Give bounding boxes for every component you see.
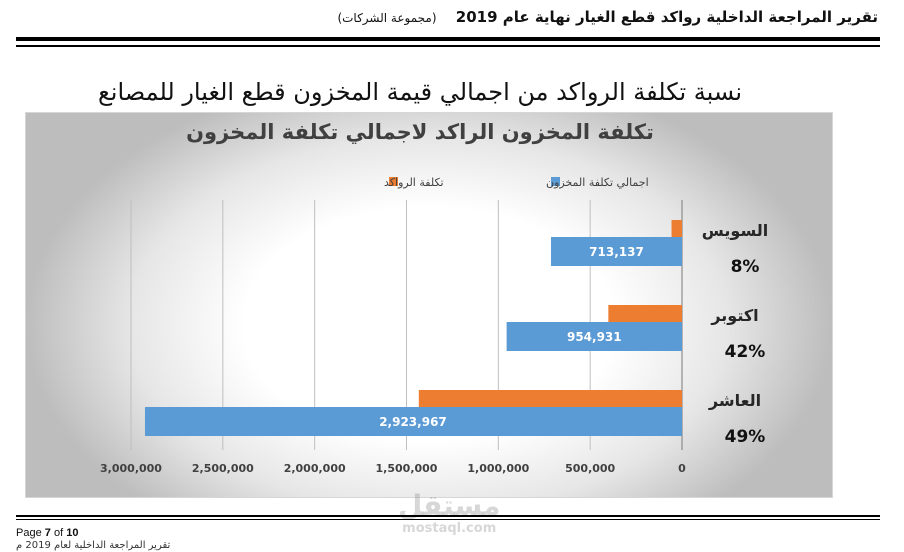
data-label-total: 713,137 — [589, 245, 644, 259]
x-tick-label: 1,500,000 — [376, 462, 438, 475]
bar-stagnant — [671, 220, 682, 249]
watermark: مستقل mostaql.com — [398, 492, 500, 536]
category-label: اكتوبر — [710, 306, 758, 325]
legend-label-stagnant: تكلفة الرواكد — [384, 176, 444, 189]
percent-label: 42% — [725, 342, 766, 362]
category-label: السويس — [702, 221, 768, 240]
page-of: of — [53, 527, 64, 539]
page-total: 10 — [66, 527, 79, 539]
report-subtitle: (مجموعة الشركات) — [337, 11, 437, 25]
bar-total — [551, 237, 682, 266]
x-tick-label: 3,000,000 — [100, 462, 162, 475]
legend-label-total: اجمالي تكلفة المخزون — [546, 176, 649, 189]
x-tick-label: 2,500,000 — [192, 462, 254, 475]
footer-text: تقرير المراجعة الداخلية لعام 2019 م — [16, 540, 171, 551]
watermark-latin: mostaql.com — [402, 521, 497, 536]
bar-total — [506, 322, 682, 351]
data-label-total: 2,923,967 — [379, 415, 447, 429]
legend-swatch-stagnant — [389, 177, 398, 186]
x-tick-label: 1,000,000 — [467, 462, 529, 475]
report-header: تقرير المراجعة الداخلية رواكد قطع الغيار… — [78, 8, 878, 26]
percent-label: 49% — [725, 427, 766, 447]
x-tick-label: 500,000 — [565, 462, 615, 475]
watermark-arabic: مستقل — [398, 489, 501, 522]
x-tick-label: 2,000,000 — [284, 462, 346, 475]
page-current: 7 — [44, 527, 51, 539]
legend-swatch-total — [551, 177, 560, 186]
bar-total — [144, 407, 682, 436]
page-prefix: Page — [16, 527, 42, 539]
header-rule-thick — [16, 37, 880, 41]
category-label: العاشر — [708, 391, 761, 410]
data-label-total: 954,931 — [567, 330, 622, 344]
x-tick-label: 0 — [678, 462, 686, 475]
footer-rule-thin — [16, 519, 880, 520]
report-title: تقرير المراجعة الداخلية رواكد قطع الغيار… — [455, 8, 878, 26]
header-rule-thin — [16, 45, 880, 47]
page-number: Page 7 of 10 — [16, 527, 78, 539]
slide-title: نسبة تكلفة الرواكد من اجمالي قيمة المخزو… — [98, 78, 742, 106]
chart-title: تكلفة المخزون الراكد لاجمالي تكلفة المخز… — [186, 120, 654, 144]
percent-label: 8% — [731, 257, 760, 277]
footer-rule-thick — [16, 515, 880, 517]
